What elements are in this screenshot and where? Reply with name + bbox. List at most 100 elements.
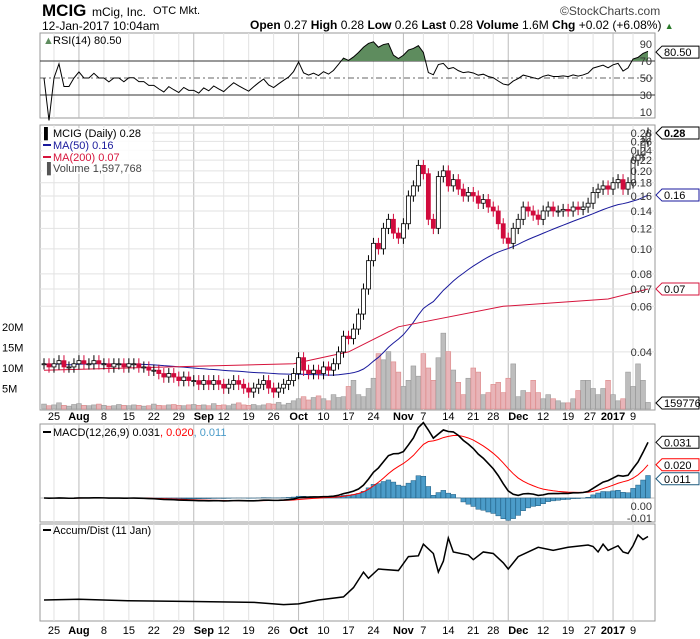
macd-histogram-bar <box>645 475 651 499</box>
candle <box>430 213 436 235</box>
volume-bar <box>320 398 327 410</box>
volume-bar <box>156 405 162 410</box>
x-tick-label: 12 <box>537 411 549 423</box>
candle-body <box>121 363 127 368</box>
quote-summary: Open 0.27 High 0.28 Low 0.26 Last 0.28 V… <box>250 18 674 32</box>
candle-body <box>296 357 301 374</box>
candle-body <box>231 380 237 385</box>
symbol: MCIG <box>42 1 87 20</box>
x-tick-label: 2017 <box>601 411 625 423</box>
candle-body <box>465 192 471 197</box>
volume-legend-icon: ▐ <box>43 161 51 176</box>
volume-axis-label: 15M <box>2 343 23 355</box>
macd-histogram-bar <box>445 492 451 499</box>
volume-bar <box>530 379 536 410</box>
candle <box>61 355 67 373</box>
candle <box>346 330 351 345</box>
macd-histogram-bar <box>425 486 432 499</box>
candle <box>111 358 117 373</box>
candle <box>376 237 381 255</box>
candle <box>251 382 257 398</box>
legend-price: MCIG (Daily) 0.28 <box>53 128 141 140</box>
candle-body <box>161 373 167 378</box>
macd-histogram-bar <box>535 497 541 506</box>
macd-histogram-bar <box>525 497 531 509</box>
candle-body <box>306 369 311 374</box>
candle-body <box>41 363 47 366</box>
candle-body <box>136 363 142 368</box>
macd-histogram-bar <box>495 497 501 517</box>
macd-histogram-bar <box>405 482 412 499</box>
legend-macd: MACD(12,26,9) 0.031, 0.020, 0.011 <box>53 427 226 439</box>
candle-body <box>66 366 72 369</box>
candle-body <box>351 328 356 340</box>
candle-body <box>86 363 92 366</box>
candle <box>196 375 202 391</box>
candle-body <box>401 223 406 239</box>
candle-body <box>580 206 586 210</box>
x-tick-label: Aug <box>68 625 89 637</box>
candle <box>81 355 87 370</box>
candle <box>231 375 237 391</box>
macd-histogram-bar <box>560 497 566 500</box>
candle-body <box>600 185 606 190</box>
candle-body <box>221 383 227 389</box>
macd-histogram-bar <box>530 497 536 507</box>
candle-body <box>525 206 531 212</box>
candle-body <box>61 360 67 368</box>
candle-body <box>341 335 346 353</box>
chg-label: Chg <box>552 18 576 32</box>
candle-body <box>286 380 291 385</box>
candle-body <box>515 218 521 229</box>
rsi-legend-icon: ▲ <box>43 35 54 47</box>
legend-rsi: RSI(14) 80.50 <box>53 35 121 47</box>
candle <box>435 171 441 235</box>
candle-body <box>540 210 546 220</box>
x-tick-label: 27 <box>584 411 596 423</box>
volume-bar <box>645 402 651 410</box>
candle <box>286 375 291 391</box>
macd-histogram-bar <box>196 497 202 499</box>
candle <box>216 375 222 391</box>
candle <box>401 218 406 244</box>
candle-body <box>356 313 361 330</box>
candle-body <box>585 202 591 208</box>
candle-body <box>620 179 626 190</box>
candle <box>645 127 651 148</box>
panel-frame-0 <box>39 32 656 119</box>
candle-body <box>291 373 296 381</box>
volume-bar <box>56 402 62 410</box>
candle-body <box>420 164 426 175</box>
macd-histogram-bar <box>430 495 437 499</box>
macd-histogram-bar <box>635 484 641 499</box>
candle <box>256 378 262 394</box>
volume-bar <box>81 405 87 410</box>
rsi-line <box>43 41 649 121</box>
candle <box>445 165 451 192</box>
candle <box>126 358 132 373</box>
x-tick-label: 7 <box>420 625 426 637</box>
macd-histogram-bar <box>201 497 207 499</box>
volume-bar <box>245 405 252 410</box>
legend-bg <box>42 128 152 174</box>
volume-bar <box>146 405 152 410</box>
candle <box>241 378 247 394</box>
volume-bar <box>505 377 511 410</box>
volume-bar <box>340 396 347 410</box>
candle-body <box>271 387 277 393</box>
candle-body <box>555 210 561 213</box>
last-label: Last <box>421 18 447 32</box>
macd-histogram-bar <box>206 497 212 499</box>
accum-dist-line <box>43 533 649 606</box>
macd-histogram-bar <box>590 494 596 499</box>
ma200-tag: 0.07 <box>664 284 685 296</box>
x-tick-label: 12 <box>537 625 549 637</box>
x-tick-label: 19 <box>562 411 574 423</box>
volume-bar <box>350 379 357 410</box>
candle-body <box>545 206 551 212</box>
candle-body <box>361 288 366 315</box>
candle <box>206 375 212 391</box>
candle-body <box>206 380 212 385</box>
volume-bar <box>191 404 197 410</box>
